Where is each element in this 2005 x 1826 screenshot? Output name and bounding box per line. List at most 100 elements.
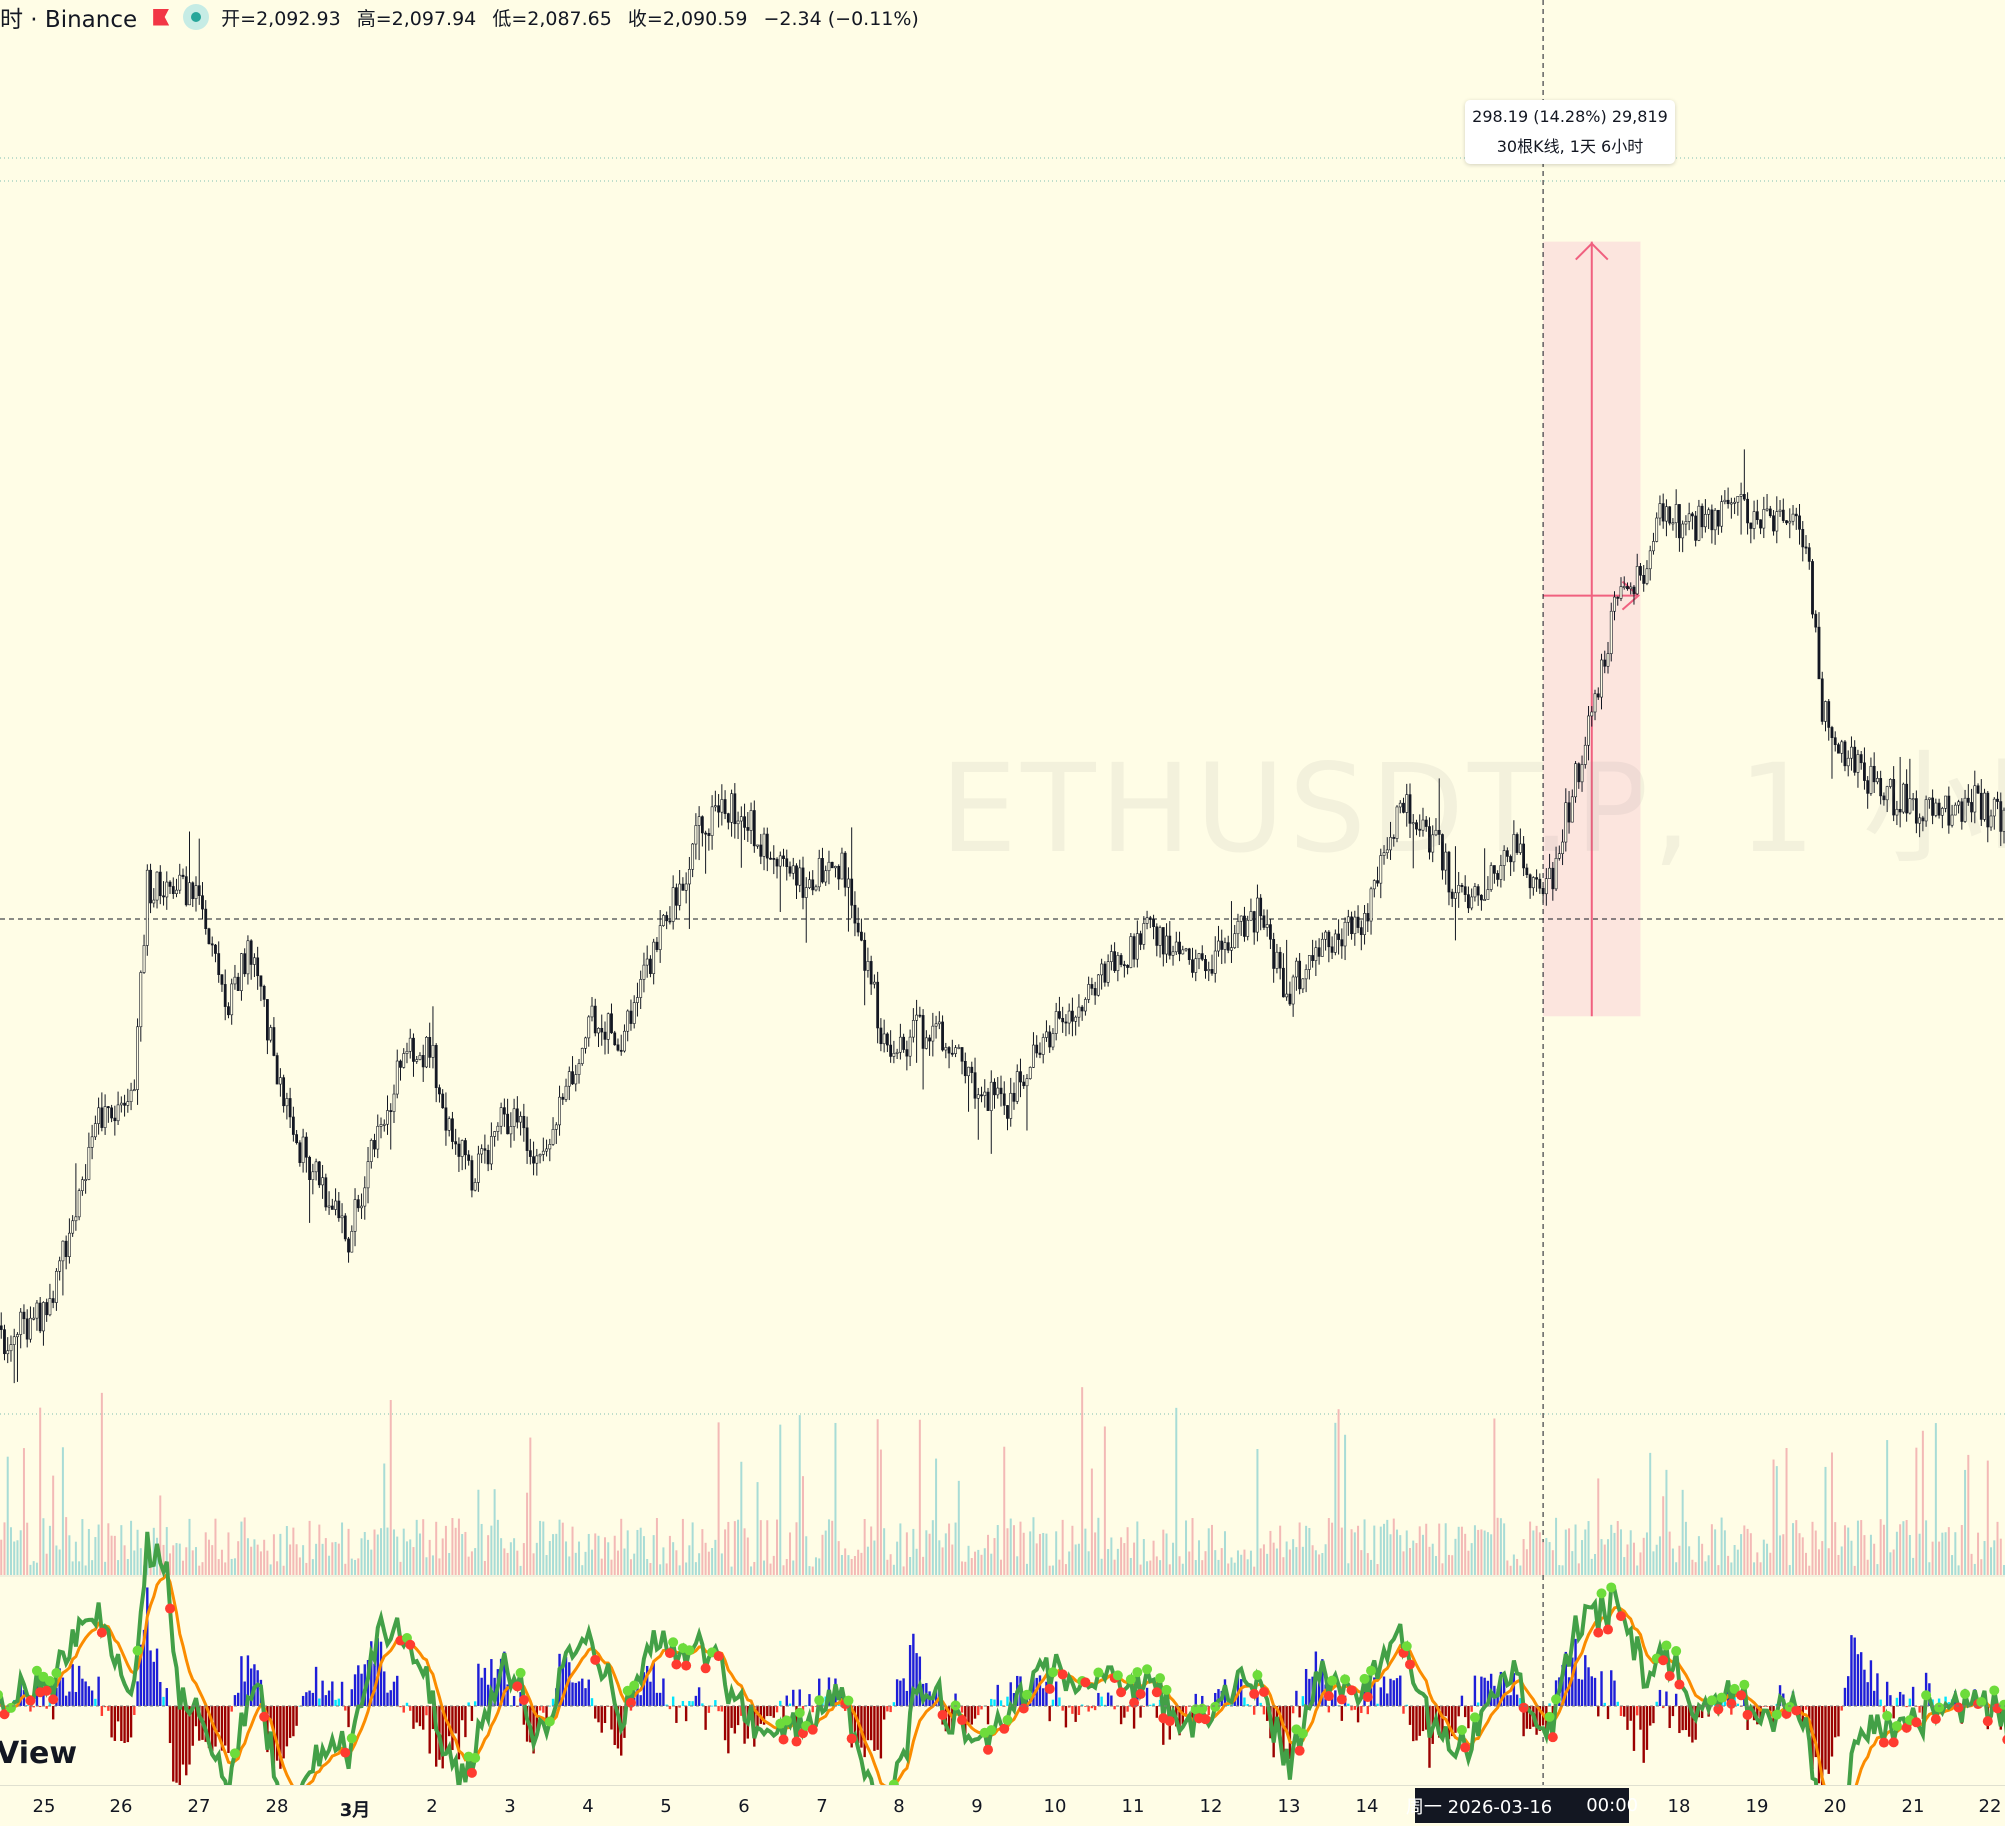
candle-body bbox=[1301, 978, 1305, 990]
volume-bar bbox=[402, 1528, 405, 1575]
candle-body bbox=[51, 1298, 55, 1303]
volume-bar bbox=[1090, 1468, 1093, 1575]
volume-bar bbox=[964, 1561, 967, 1575]
volume-bar bbox=[1172, 1542, 1175, 1575]
candle-body bbox=[1908, 798, 1912, 814]
candle-body bbox=[402, 1053, 406, 1068]
volume-bar bbox=[652, 1535, 655, 1575]
candle-body bbox=[1574, 763, 1577, 798]
oscillator-histogram-bar bbox=[1911, 1686, 1915, 1706]
oscillator-histogram-bar bbox=[675, 1706, 678, 1723]
oscillator-histogram-bar bbox=[613, 1706, 616, 1746]
oscillator-histogram-bar bbox=[973, 1706, 977, 1719]
volume-bar bbox=[496, 1519, 499, 1575]
candle-body bbox=[1960, 801, 1964, 822]
candle-body bbox=[298, 1142, 302, 1163]
oscillator-histogram-bar bbox=[1139, 1706, 1142, 1718]
volume-bar bbox=[1934, 1423, 1937, 1575]
oscillator-histogram-bar bbox=[701, 1703, 704, 1706]
candle-body bbox=[853, 904, 857, 924]
oscillator-histogram-bar bbox=[1392, 1680, 1395, 1706]
volume-bar bbox=[1444, 1523, 1447, 1575]
symbol-label[interactable]: 时 · Binance bbox=[0, 7, 138, 33]
oscillator-histogram-bar bbox=[1577, 1678, 1580, 1706]
volume-bar bbox=[1133, 1542, 1136, 1575]
oscillator-histogram-bar bbox=[1071, 1706, 1074, 1714]
candle-body bbox=[1213, 950, 1217, 974]
oscillator-histogram-bar bbox=[295, 1706, 298, 1726]
oscillator-histogram-bar bbox=[1691, 1706, 1694, 1743]
oscillator-histogram-bar bbox=[1145, 1687, 1149, 1706]
volume-bar bbox=[782, 1565, 785, 1575]
candle-body bbox=[1272, 939, 1276, 969]
candle-body bbox=[1898, 808, 1902, 813]
volume-bar bbox=[396, 1536, 399, 1575]
candle-body bbox=[236, 976, 240, 991]
oscillator-cross-dot bbox=[1726, 1698, 1737, 1709]
candle-body bbox=[892, 1053, 896, 1057]
candle-body bbox=[960, 1047, 964, 1062]
candle-body bbox=[1161, 927, 1165, 955]
candle-body bbox=[970, 1066, 974, 1073]
candle-body bbox=[171, 886, 175, 894]
oscillator-histogram-bar bbox=[1067, 1706, 1071, 1708]
candle-body bbox=[142, 945, 146, 973]
oscillator-cross-dot bbox=[466, 1767, 477, 1778]
oscillator-histogram-bar bbox=[1317, 1672, 1321, 1706]
candle-body bbox=[762, 833, 766, 857]
volume-bar bbox=[1327, 1518, 1330, 1575]
oscillator-histogram-bar bbox=[1759, 1706, 1762, 1725]
volume-bar bbox=[539, 1520, 542, 1575]
candle-body bbox=[1363, 913, 1366, 935]
volume-bar bbox=[1301, 1546, 1304, 1575]
volume-bar bbox=[691, 1522, 694, 1575]
price-chart[interactable] bbox=[0, 0, 2005, 1785]
oscillator-histogram-bar bbox=[214, 1706, 217, 1747]
candle-body bbox=[921, 1015, 925, 1049]
volume-bar bbox=[1421, 1534, 1424, 1575]
candle-body bbox=[584, 1037, 587, 1049]
candle-body bbox=[379, 1124, 383, 1127]
oscillator-histogram-bar bbox=[314, 1666, 318, 1706]
candle-body bbox=[1122, 964, 1126, 967]
oscillator-histogram-bar bbox=[577, 1681, 581, 1706]
oscillator-histogram-bar bbox=[1584, 1655, 1587, 1706]
oscillator-histogram-bar bbox=[185, 1706, 188, 1776]
volume-bar bbox=[1697, 1536, 1700, 1575]
candle-body bbox=[421, 1055, 425, 1068]
volume-bar bbox=[909, 1556, 912, 1575]
volume-bar bbox=[928, 1533, 931, 1575]
oscillator-histogram-bar bbox=[467, 1702, 470, 1706]
tradingview-logo[interactable]: View bbox=[0, 1736, 78, 1771]
candle-body bbox=[223, 984, 227, 1007]
candle-body bbox=[989, 1081, 993, 1111]
candle-body bbox=[843, 852, 847, 888]
volume-bar bbox=[354, 1559, 357, 1575]
candle-body bbox=[1372, 880, 1376, 890]
candle-body bbox=[470, 1160, 474, 1191]
volume-bar bbox=[587, 1533, 590, 1575]
volume-bar bbox=[1655, 1544, 1658, 1575]
oscillator-cross-dot bbox=[1346, 1685, 1357, 1696]
volume-bar bbox=[1918, 1533, 1921, 1575]
volume-bar bbox=[1779, 1535, 1782, 1575]
volume-bar bbox=[344, 1563, 347, 1575]
volume-bar bbox=[487, 1535, 490, 1575]
volume-bar bbox=[1262, 1544, 1265, 1575]
volume-bar bbox=[1811, 1521, 1814, 1575]
oscillator-cross-dot bbox=[629, 1680, 640, 1691]
oscillator-histogram-bar bbox=[522, 1706, 526, 1725]
candle-body bbox=[1687, 513, 1691, 522]
flag-icon[interactable] bbox=[153, 8, 170, 26]
time-axis[interactable]: 25 26 27 28 3月 2 3 4 5 6 7 8 9 10 11 12 13 14 18 19 20 21 22 bbox=[0, 1785, 2005, 1826]
candle-body bbox=[1814, 613, 1818, 628]
oscillator-histogram-bar bbox=[1736, 1703, 1740, 1706]
oscillator-cross-dot bbox=[31, 1665, 42, 1676]
oscillator-histogram-bar bbox=[1064, 1706, 1068, 1728]
volume-bar bbox=[1830, 1452, 1833, 1575]
oscillator-histogram-bar bbox=[1525, 1706, 1529, 1729]
candle-body bbox=[567, 1071, 571, 1087]
volume-bar bbox=[188, 1518, 191, 1575]
time-axis-tick: 11 bbox=[1121, 1796, 1145, 1817]
candle-body bbox=[314, 1161, 318, 1173]
